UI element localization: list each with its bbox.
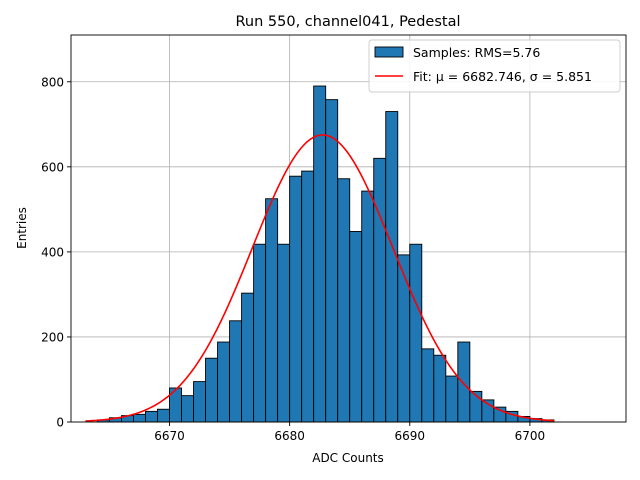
histogram-bar — [145, 410, 158, 423]
histogram-bar — [337, 178, 351, 423]
y-axis-ticks: 0 200 400 600 800 — [41, 75, 71, 430]
legend: Samples: RMS=5.76 Fit: μ = 6682.746, σ =… — [368, 39, 621, 93]
x-tick-label: 6670 — [154, 429, 185, 443]
histogram-bar — [301, 170, 315, 423]
legend-fit-label: Fit: μ = 6682.746, σ = 5.851 — [413, 69, 592, 84]
histogram-bar — [193, 381, 206, 423]
x-tick-label: 6700 — [515, 429, 546, 443]
histogram-bar — [241, 292, 255, 423]
x-axis-label: ADC Counts — [312, 451, 384, 465]
histogram-bar — [433, 354, 447, 423]
legend-box — [368, 39, 621, 93]
plot-area: 6670 6680 6690 6700 0 200 400 600 800 — [41, 34, 627, 443]
histogram-bar — [385, 111, 399, 423]
histogram-bar — [181, 395, 194, 423]
histogram-bar — [133, 413, 146, 423]
x-axis-ticks: 6670 6680 6690 6700 — [154, 422, 545, 443]
histogram-bar — [277, 243, 291, 423]
histogram-bar — [457, 341, 471, 423]
histogram-bar — [289, 175, 303, 423]
chart-title: Run 550, channel041, Pedestal — [235, 14, 460, 30]
y-axis-label: Entries — [15, 207, 29, 249]
histogram-bar — [253, 243, 267, 423]
histogram-bar — [325, 99, 339, 423]
histogram-bar — [205, 357, 219, 423]
histogram-bar — [349, 231, 363, 423]
histogram-bar — [361, 190, 375, 423]
x-tick-label: 6690 — [394, 429, 425, 443]
y-tick-label: 200 — [41, 330, 64, 344]
histogram-bar — [217, 341, 231, 423]
x-tick-label: 6680 — [274, 429, 305, 443]
histogram-bar — [373, 157, 387, 423]
axes-frame — [70, 34, 627, 423]
legend-samples-swatch — [374, 46, 404, 58]
y-tick-label: 400 — [41, 245, 64, 259]
histogram-bar — [229, 320, 243, 423]
fit-curve — [85, 134, 554, 422]
y-tick-label: 0 — [56, 416, 64, 430]
y-tick-label: 600 — [41, 160, 64, 174]
histogram-bar — [409, 243, 423, 423]
y-tick-label: 800 — [41, 75, 64, 89]
histogram-bar — [265, 198, 279, 423]
legend-samples-label: Samples: RMS=5.76 — [413, 45, 540, 60]
histogram-bar — [445, 375, 459, 423]
histogram-bar — [397, 254, 411, 423]
histogram-bar — [421, 348, 435, 423]
histogram-bar — [157, 408, 170, 423]
histogram-bars — [96, 85, 555, 423]
